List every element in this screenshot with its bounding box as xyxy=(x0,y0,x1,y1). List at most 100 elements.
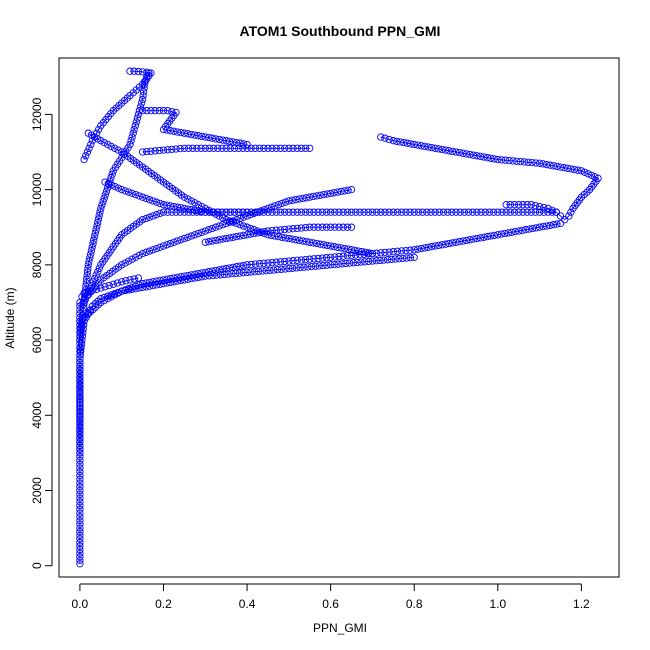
data-point xyxy=(276,226,285,234)
data-point xyxy=(296,263,304,272)
data-point xyxy=(105,281,113,290)
data-point xyxy=(128,189,136,198)
data-point xyxy=(523,201,531,209)
data-point xyxy=(268,258,276,267)
data-point xyxy=(222,264,230,273)
data-point xyxy=(111,182,119,191)
data-point xyxy=(444,208,452,216)
data-point xyxy=(519,208,527,216)
data-point xyxy=(139,88,148,96)
data-point xyxy=(410,253,418,261)
data-point xyxy=(243,261,251,269)
data-point xyxy=(270,266,278,274)
data-point xyxy=(79,304,88,312)
data-point xyxy=(271,202,279,210)
data-point xyxy=(83,291,91,300)
y-tick-label: 10000 xyxy=(30,173,44,207)
data-point xyxy=(229,233,237,241)
data-point xyxy=(88,243,96,251)
data-point xyxy=(301,255,310,264)
data-point xyxy=(152,211,161,219)
data-point xyxy=(389,137,397,145)
data-point xyxy=(464,208,473,216)
x-tick-label: 0.6 xyxy=(322,597,339,611)
data-point xyxy=(277,265,285,273)
data-point xyxy=(510,201,519,209)
data-point xyxy=(232,263,241,271)
data-point xyxy=(180,234,189,243)
data-point xyxy=(323,190,331,198)
data-point xyxy=(361,258,369,266)
data-point xyxy=(208,237,216,245)
data-point xyxy=(85,144,93,152)
data-point xyxy=(322,254,331,262)
data-point xyxy=(212,135,220,143)
data-point xyxy=(591,173,599,181)
data-point xyxy=(258,267,266,275)
data-point xyxy=(77,343,85,352)
data-point xyxy=(326,261,335,269)
data-point xyxy=(439,208,448,216)
data-point xyxy=(273,265,282,274)
data-point xyxy=(546,161,554,169)
data-point xyxy=(77,347,85,355)
data-point xyxy=(76,528,84,536)
data-point xyxy=(385,208,393,216)
data-point xyxy=(76,468,84,476)
data-point xyxy=(306,255,314,263)
data-point xyxy=(76,453,84,461)
data-point xyxy=(542,160,551,169)
data-point xyxy=(243,208,251,216)
data-point xyxy=(314,223,322,231)
data-point xyxy=(535,208,544,216)
y-tick-label: 6000 xyxy=(30,326,44,353)
data-point xyxy=(152,244,161,253)
data-point xyxy=(285,234,293,243)
data-point xyxy=(243,140,251,149)
data-point xyxy=(268,144,276,152)
data-point xyxy=(353,258,361,267)
data-point xyxy=(406,254,415,262)
data-point xyxy=(78,315,87,323)
data-point xyxy=(189,144,197,152)
data-point xyxy=(309,239,317,247)
series-line xyxy=(79,72,150,341)
data-point xyxy=(191,231,199,239)
data-point xyxy=(232,138,241,147)
data-point xyxy=(100,138,108,147)
data-point xyxy=(306,208,314,216)
data-point xyxy=(177,128,185,137)
y-tick-label: 4000 xyxy=(30,402,44,429)
data-point xyxy=(76,380,84,388)
data-point xyxy=(567,208,575,216)
data-point xyxy=(435,208,443,216)
data-point xyxy=(337,244,345,252)
data-point xyxy=(76,427,84,435)
data-point xyxy=(113,279,122,287)
data-point xyxy=(76,398,84,406)
data-point xyxy=(448,147,457,156)
data-point xyxy=(483,154,492,162)
data-point xyxy=(184,233,192,241)
series-line xyxy=(104,181,248,213)
data-point xyxy=(560,164,568,172)
data-point xyxy=(318,223,326,231)
data-point xyxy=(318,254,326,262)
data-point xyxy=(134,274,143,282)
data-point xyxy=(131,190,140,199)
data-point xyxy=(235,208,243,216)
data-point xyxy=(511,227,519,236)
data-point xyxy=(272,226,280,234)
data-point xyxy=(326,253,335,261)
data-point xyxy=(393,208,402,216)
data-point xyxy=(194,132,202,140)
data-point xyxy=(527,208,535,216)
data-point xyxy=(225,234,234,242)
data-point xyxy=(239,222,248,230)
data-point xyxy=(201,133,209,141)
data-point xyxy=(99,197,107,206)
data-point xyxy=(300,263,308,271)
data-point xyxy=(78,336,86,344)
data-point xyxy=(236,139,244,147)
